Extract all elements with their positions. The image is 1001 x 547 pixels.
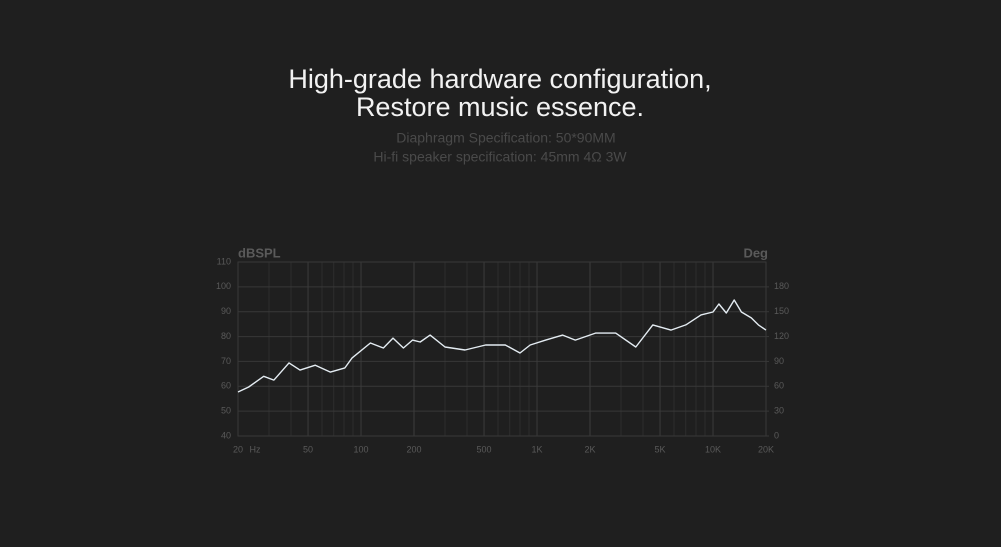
spec-line: Hi-fi speaker specification: 45mm 4Ω 3W [373, 149, 627, 165]
y-tick-label: 90 [221, 306, 231, 316]
heading-line: Restore music essence. [356, 92, 644, 122]
y2-tick-label: 60 [774, 381, 784, 391]
x-tick-label: 50 [303, 444, 313, 454]
x-tick-label: 200 [406, 444, 421, 454]
y-tick-label: 80 [221, 331, 231, 341]
x-tick-label: 1K [532, 444, 543, 454]
y-tick-label: 50 [221, 406, 231, 416]
x-tick-label: 20K [758, 444, 774, 454]
plot-frame [237, 261, 767, 437]
y-axis-label: dBSPL [238, 245, 281, 260]
y-tick-label: 60 [221, 381, 231, 391]
y-tick-label: 100 [216, 281, 231, 291]
y2-tick-label: 120 [774, 331, 789, 341]
x-tick-label: 500 [477, 444, 492, 454]
y-tick-label: 70 [221, 356, 231, 366]
x-tick-label: 100 [354, 444, 369, 454]
heading-line: High-grade hardware configuration, [288, 64, 711, 94]
response-curve [237, 299, 767, 393]
y-tick-label: 110 [217, 256, 231, 266]
x-tick-label: 2K [584, 444, 595, 454]
y2-tick-label: 30 [774, 406, 784, 416]
x-tick-label: 5K [655, 444, 666, 454]
y2-tick-label: 180 [774, 281, 789, 291]
spec-line: Diaphragm Specification: 50*90MM [396, 130, 615, 146]
x-tick-label: 20 [233, 444, 243, 454]
y2-axis-label: Deg [743, 245, 768, 260]
x-tick-label: 10K [705, 444, 721, 454]
y2-tick-label: 90 [774, 356, 784, 366]
x-unit: Hz [250, 444, 261, 454]
y2-tick-label: 0 [774, 430, 779, 440]
y-tick-label: 40 [221, 430, 231, 440]
y2-tick-label: 150 [774, 306, 789, 316]
